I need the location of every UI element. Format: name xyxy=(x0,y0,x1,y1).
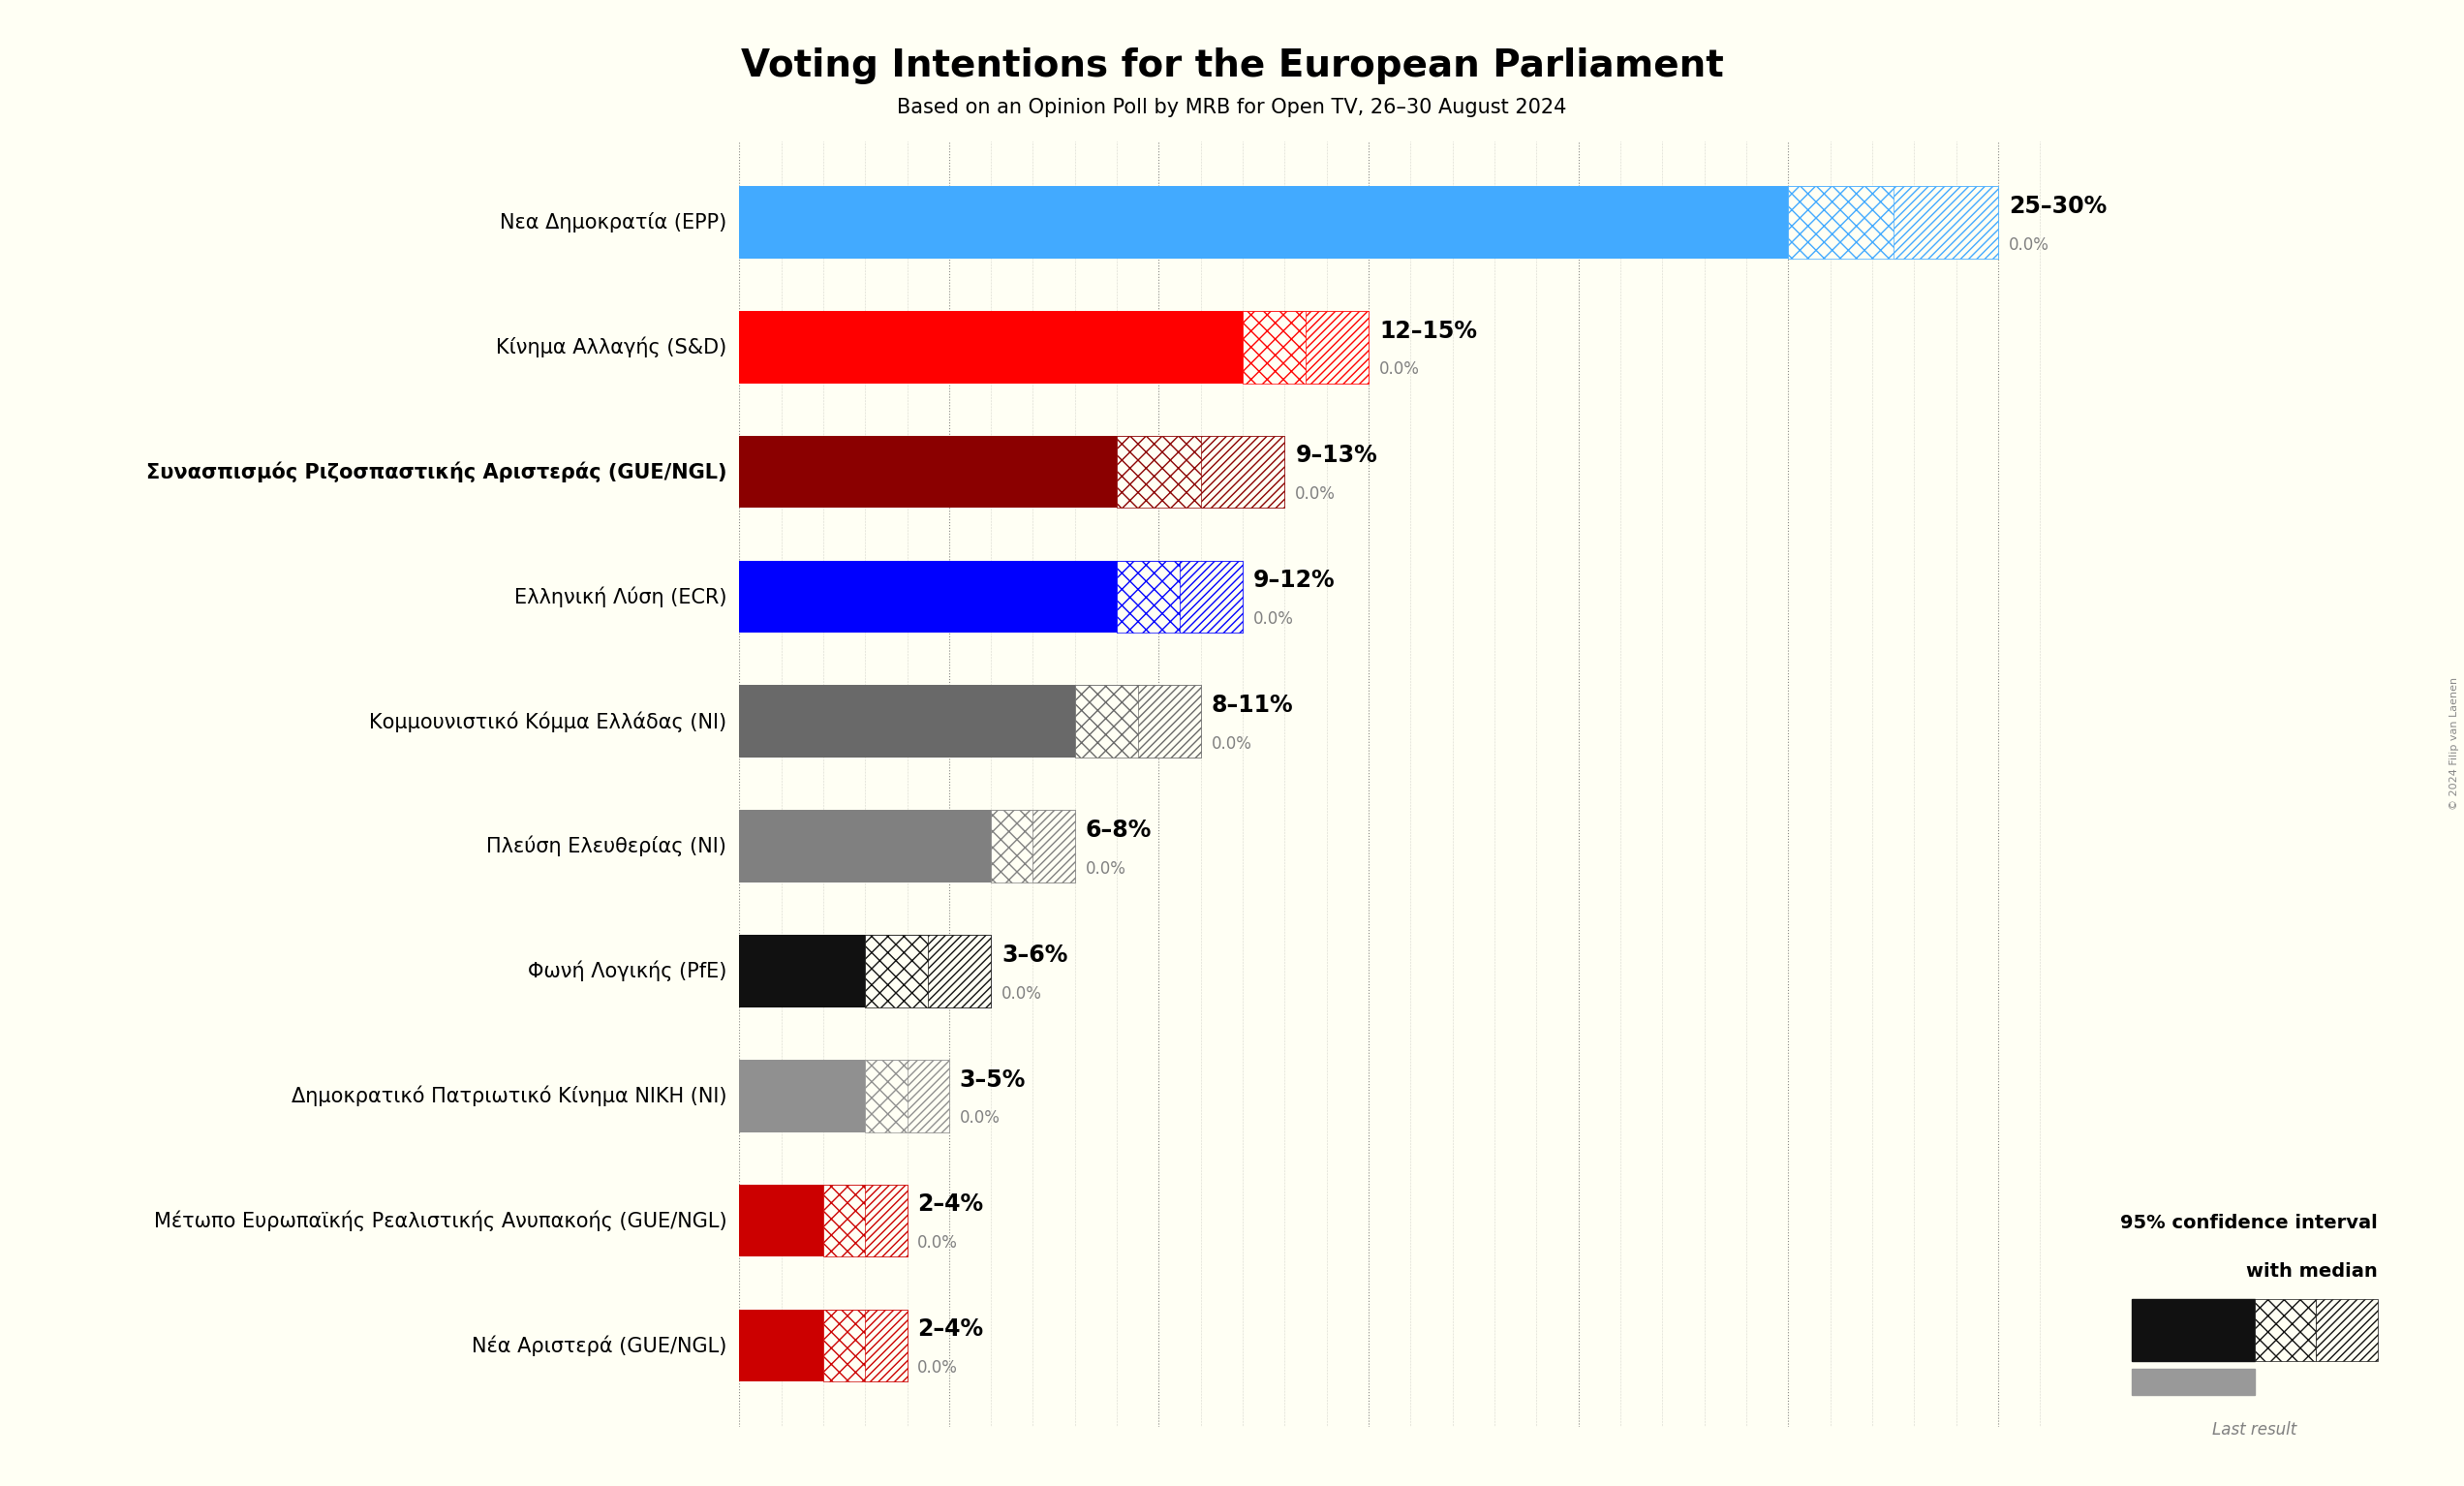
Text: Κομμουνιστικό Κόμμα Ελλάδας (NI): Κομμουνιστικό Κόμμα Ελλάδας (NI) xyxy=(370,712,727,733)
Text: 0.0%: 0.0% xyxy=(1380,361,1419,379)
Bar xyxy=(929,935,991,1008)
Bar xyxy=(1074,685,1200,758)
Bar xyxy=(739,560,1116,633)
Text: 0.0%: 0.0% xyxy=(1296,486,1335,504)
Bar xyxy=(823,1309,907,1382)
Text: 2–4%: 2–4% xyxy=(917,1318,983,1340)
Text: 8–11%: 8–11% xyxy=(1212,694,1294,716)
Text: 0.0%: 0.0% xyxy=(958,1110,1000,1126)
Bar xyxy=(1306,311,1368,383)
Bar xyxy=(823,1309,907,1382)
Bar xyxy=(865,935,991,1008)
Text: 9–12%: 9–12% xyxy=(1254,569,1335,591)
Bar xyxy=(823,1184,907,1257)
Bar xyxy=(1116,560,1242,633)
Text: with median: with median xyxy=(2247,1263,2378,1281)
Bar xyxy=(1892,186,1998,259)
Bar xyxy=(1074,685,1200,758)
Bar xyxy=(1116,435,1284,508)
Bar xyxy=(739,685,1074,758)
Text: 0.0%: 0.0% xyxy=(917,1235,958,1251)
Bar xyxy=(739,1309,823,1382)
Bar xyxy=(907,1060,949,1132)
Text: Συνασπισμός Ριζοσπαστικής Αριστεράς (GUE/NGL): Συνασπισμός Ριζοσπαστικής Αριστεράς (GUE… xyxy=(145,462,727,483)
Bar xyxy=(739,435,1116,508)
Text: 3–6%: 3–6% xyxy=(1000,944,1067,966)
Bar xyxy=(1200,435,1284,508)
Text: Ελληνική Λύση (ECR): Ελληνική Λύση (ECR) xyxy=(515,587,727,608)
Text: 0.0%: 0.0% xyxy=(1212,736,1252,752)
Bar xyxy=(739,1184,823,1257)
Bar xyxy=(991,810,1074,883)
Text: © 2024 Filip van Laenen: © 2024 Filip van Laenen xyxy=(2449,676,2459,810)
Bar xyxy=(865,1309,907,1382)
Text: Πλεύση Ελευθερίας (NI): Πλεύση Ελευθερίας (NI) xyxy=(485,835,727,856)
Bar xyxy=(739,186,1789,259)
Bar xyxy=(991,810,1074,883)
Bar xyxy=(865,935,991,1008)
Text: Voting Intentions for the European Parliament: Voting Intentions for the European Parli… xyxy=(742,48,1722,85)
Bar xyxy=(1180,560,1242,633)
Text: 2–4%: 2–4% xyxy=(917,1193,983,1216)
Bar xyxy=(1032,810,1074,883)
Text: 0.0%: 0.0% xyxy=(1087,860,1126,877)
Text: Last result: Last result xyxy=(2213,1421,2296,1438)
Text: Μέτωπο Ευρωπαϊκής Ρεαλιστικής Ανυπακοής (GUE/NGL): Μέτωπο Ευρωπαϊκής Ρεαλιστικής Ανυπακοής … xyxy=(153,1210,727,1230)
Text: 0.0%: 0.0% xyxy=(917,1360,958,1376)
Text: 25–30%: 25–30% xyxy=(2008,195,2107,217)
Bar xyxy=(1789,186,1998,259)
Bar xyxy=(1242,311,1368,383)
Text: 12–15%: 12–15% xyxy=(1380,319,1476,342)
Bar xyxy=(1116,435,1284,508)
Bar xyxy=(823,1184,907,1257)
Text: 0.0%: 0.0% xyxy=(1000,985,1042,1002)
Text: Nεα Δημοκρατία (EPP): Nεα Δημοκρατία (EPP) xyxy=(500,212,727,232)
Text: 9–13%: 9–13% xyxy=(1296,444,1377,467)
Bar xyxy=(1789,186,1998,259)
Text: 3–5%: 3–5% xyxy=(958,1068,1025,1091)
Bar xyxy=(739,1060,865,1132)
Text: Κίνημα Αλλαγής (S&D): Κίνημα Αλλαγής (S&D) xyxy=(495,337,727,358)
Text: Νέα Αριστερά (GUE/NGL): Νέα Αριστερά (GUE/NGL) xyxy=(471,1334,727,1355)
Text: Φωνή Λογικής (PfE): Φωνή Λογικής (PfE) xyxy=(527,960,727,981)
Text: Δημοκρατικό Πατριωτικό Κίνημα ΝΙΚΗ (NI): Δημοκρατικό Πατριωτικό Κίνημα ΝΙΚΗ (NI) xyxy=(291,1085,727,1106)
Bar xyxy=(865,1184,907,1257)
Bar xyxy=(865,1060,949,1132)
Text: Based on an Opinion Poll by MRB for Open TV, 26–30 August 2024: Based on an Opinion Poll by MRB for Open… xyxy=(897,98,1567,117)
Bar xyxy=(865,1060,949,1132)
Bar xyxy=(1242,311,1368,383)
Text: 0.0%: 0.0% xyxy=(1254,611,1294,629)
Bar xyxy=(739,935,865,1008)
Bar xyxy=(1116,560,1242,633)
Bar xyxy=(739,810,991,883)
Text: 0.0%: 0.0% xyxy=(2008,236,2050,254)
Bar xyxy=(739,311,1242,383)
Bar xyxy=(1138,685,1200,758)
Text: 6–8%: 6–8% xyxy=(1087,819,1151,841)
Text: 95% confidence interval: 95% confidence interval xyxy=(2122,1214,2378,1232)
